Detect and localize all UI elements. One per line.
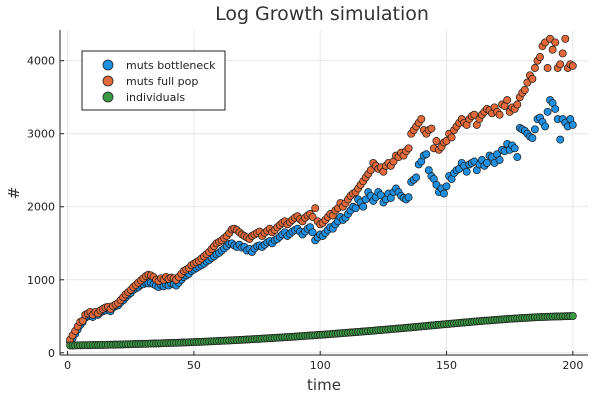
- legend-marker-individuals: [102, 91, 114, 103]
- data-point: [470, 110, 479, 119]
- data-point: [311, 204, 320, 213]
- data-point: [442, 182, 451, 191]
- y-tick-label: 2000: [27, 201, 55, 214]
- data-point: [351, 204, 360, 213]
- data-point: [376, 191, 385, 200]
- data-point: [551, 104, 560, 113]
- y-axis-label: #: [5, 187, 23, 200]
- data-point: [432, 137, 441, 145]
- data-point: [495, 156, 504, 164]
- data-point: [568, 61, 577, 70]
- data-point: [541, 122, 550, 131]
- data-point: [366, 166, 375, 175]
- y-tick-label: 0: [48, 347, 55, 360]
- x-tick-label: 100: [310, 359, 331, 372]
- data-point: [462, 167, 471, 176]
- legend-label-muts-full-pop: muts full pop: [126, 75, 198, 88]
- data-point: [359, 202, 368, 211]
- data-point: [503, 96, 512, 105]
- y-tick-label: 1000: [27, 274, 55, 287]
- data-point: [427, 124, 436, 133]
- data-point: [482, 158, 491, 167]
- data-point: [556, 135, 565, 144]
- data-point: [536, 53, 544, 61]
- data-point: [404, 193, 413, 202]
- data-point: [417, 115, 426, 124]
- data-point: [495, 110, 504, 119]
- data-point: [528, 134, 537, 143]
- data-point: [513, 100, 522, 109]
- data-point: [440, 189, 448, 198]
- x-tick-label: 0: [64, 359, 71, 372]
- data-point: [543, 107, 552, 116]
- data-point: [548, 45, 557, 54]
- data-point: [561, 34, 570, 43]
- data-point: [568, 312, 577, 321]
- x-tick-label: 50: [187, 359, 201, 372]
- legend-marker-muts-bottleneck: [102, 59, 114, 71]
- x-tick-label: 150: [436, 359, 457, 372]
- series-2: [66, 312, 577, 350]
- data-point: [447, 133, 456, 142]
- data-point: [568, 120, 577, 129]
- data-point: [308, 228, 317, 237]
- data-points: [66, 34, 577, 350]
- data-point: [520, 85, 529, 94]
- data-point: [556, 60, 565, 69]
- data-point: [530, 64, 539, 72]
- legend-label-muts-bottleneck: muts bottleneck: [126, 59, 216, 72]
- axes: [59, 30, 588, 356]
- data-point: [510, 144, 519, 153]
- legend-label-individuals: individuals: [126, 91, 185, 104]
- data-point: [422, 150, 431, 159]
- legend-marker-muts-full-pop: [102, 75, 114, 87]
- data-point: [543, 64, 552, 72]
- x-axis-label: time: [307, 376, 341, 394]
- data-point: [404, 144, 413, 153]
- y-tick-label: 4000: [27, 55, 55, 68]
- data-point: [308, 213, 317, 221]
- data-point: [551, 38, 560, 47]
- data-point: [558, 49, 567, 58]
- data-point: [412, 173, 421, 182]
- series-1: [66, 34, 577, 344]
- chart-title: Log Growth simulation: [215, 3, 429, 25]
- legend: muts bottleneck muts full pop individual…: [81, 50, 226, 111]
- data-point: [528, 74, 537, 83]
- series-0: [66, 96, 577, 346]
- y-tick-label: 3000: [27, 128, 55, 141]
- data-point: [530, 125, 539, 134]
- data-point: [513, 153, 522, 162]
- x-tick-label: 200: [562, 359, 583, 372]
